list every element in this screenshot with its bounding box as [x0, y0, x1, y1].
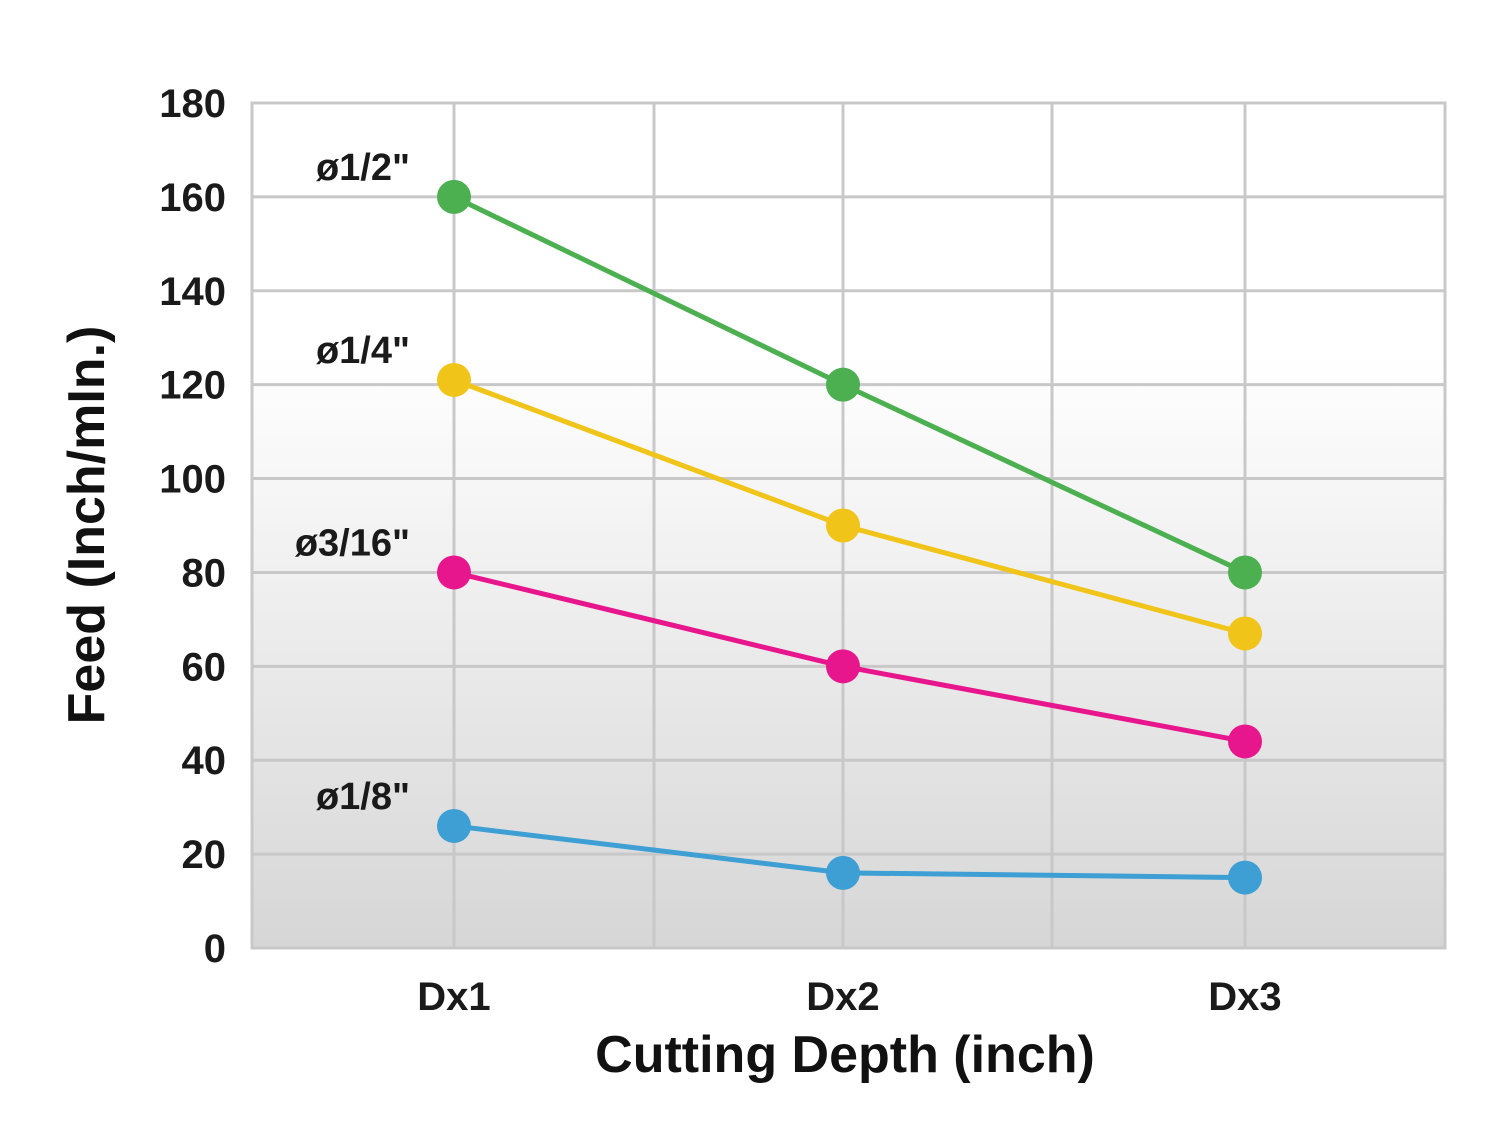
y-tick-label: 120 [159, 364, 226, 408]
series-labels: ø1/2" ø1/4" ø3/16" ø1/8" [295, 147, 410, 818]
x-tick-label: Dx3 [1208, 975, 1281, 1019]
series-label-3: ø1/8" [316, 776, 410, 818]
data-point [826, 508, 860, 543]
y-tick-label: 80 [182, 551, 227, 595]
y-tick-label: 160 [159, 176, 226, 220]
data-point [826, 855, 860, 890]
y-axis-label: Feed (Inch/mIn.) [58, 326, 116, 725]
data-point [437, 555, 471, 590]
series-label-1: ø1/4" [316, 330, 410, 372]
y-tick-label: 60 [182, 645, 227, 689]
x-tick-label: Dx2 [806, 975, 879, 1019]
y-axis-ticks: 0 20 40 60 80 100 120 140 160 180 [159, 82, 226, 971]
data-point [826, 649, 860, 684]
series-label-0: ø1/2" [316, 147, 410, 189]
data-point [1228, 860, 1262, 895]
y-tick-label: 20 [182, 833, 227, 877]
data-point [1228, 555, 1262, 590]
y-tick-label: 0 [204, 927, 226, 971]
data-point [437, 179, 471, 214]
y-tick-label: 100 [159, 458, 226, 502]
data-point [1228, 616, 1262, 651]
y-tick-label: 40 [182, 739, 227, 783]
series-points [437, 179, 1262, 895]
y-tick-label: 140 [159, 270, 226, 314]
series-label-2: ø3/16" [295, 522, 410, 564]
x-tick-label: Dx1 [417, 975, 490, 1019]
data-point [826, 367, 860, 402]
y-tick-label: 180 [159, 82, 226, 126]
data-point [1228, 724, 1262, 759]
data-point [437, 362, 471, 397]
x-axis-ticks: Dx1 Dx2 Dx3 [417, 975, 1281, 1019]
x-axis-label: Cutting Depth (inch) [595, 1026, 1095, 1084]
data-point [437, 808, 471, 843]
